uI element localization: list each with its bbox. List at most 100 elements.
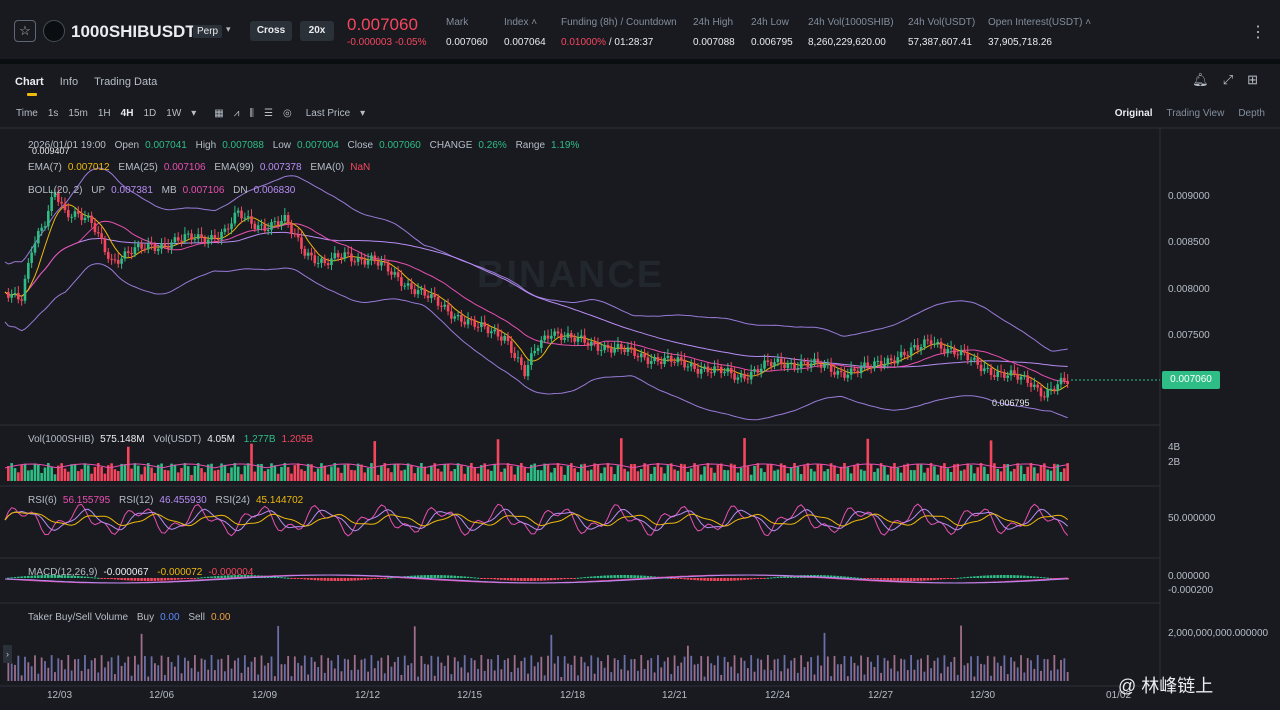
- target-icon[interactable]: ◎: [282, 108, 292, 119]
- interval-dropdown-icon[interactable]: ▾: [191, 108, 197, 119]
- macd-bar: [426, 575, 430, 578]
- taker-bar: [607, 655, 609, 681]
- macd-bar: [923, 578, 926, 581]
- candle-body: [896, 357, 900, 364]
- candle-body: [676, 357, 680, 363]
- taker-bar: [463, 655, 466, 681]
- taker-bar: [343, 658, 346, 681]
- taker-bar: [437, 656, 439, 681]
- leverage-button[interactable]: 20x: [300, 21, 334, 41]
- volume-bar: [873, 471, 876, 481]
- taker-bar: [1053, 655, 1056, 681]
- candle-body: [703, 366, 706, 370]
- candle-body: [863, 362, 866, 367]
- volume-bar: [183, 463, 187, 481]
- candle-body: [606, 344, 610, 349]
- taker-bar: [14, 664, 16, 681]
- candle-body: [266, 229, 270, 231]
- volume-bar: [739, 467, 743, 481]
- volume-bar: [370, 463, 373, 481]
- taker-bar: [806, 661, 809, 681]
- volume-bar: [533, 463, 536, 481]
- volume-bar: [153, 472, 157, 481]
- star-icon[interactable]: ☆: [14, 20, 36, 42]
- volume-bar: [426, 474, 430, 481]
- interval-1d[interactable]: 1D: [143, 108, 157, 119]
- candle-body: [480, 322, 483, 327]
- macd-bar: [223, 575, 227, 578]
- stat-open-interest[interactable]: Open Interest(USDT) ˄ 37,905,718.26: [988, 17, 1092, 48]
- macd-bar: [80, 576, 83, 578]
- volume-bar: [226, 473, 230, 481]
- margin-mode-button[interactable]: Cross: [250, 21, 292, 41]
- taker-bar: [1063, 658, 1066, 681]
- volume-bar: [853, 465, 856, 481]
- interval-1s[interactable]: 1s: [47, 108, 59, 119]
- candle-body: [50, 196, 53, 211]
- taker-bar: [623, 655, 626, 681]
- taker-bar: [550, 634, 553, 681]
- volume-bar: [163, 469, 167, 481]
- taker-bar: [427, 664, 429, 681]
- settings-icon[interactable]: ☰: [264, 108, 273, 119]
- candle-body: [253, 223, 257, 230]
- candle-body: [120, 258, 123, 264]
- candle-body: [27, 262, 30, 279]
- taker-bar: [1000, 665, 1002, 681]
- candle-body: [819, 363, 823, 368]
- interval-4h[interactable]: 4H: [120, 108, 134, 119]
- expand-icon[interactable]: ⤢: [1222, 72, 1234, 87]
- taker-bar: [577, 675, 579, 681]
- interval-1w[interactable]: 1W: [166, 108, 182, 119]
- tab-chart[interactable]: Chart: [15, 76, 44, 96]
- stat-index[interactable]: Index ˄ 0.007064: [504, 17, 546, 48]
- tab-trading-data[interactable]: Trading Data: [94, 76, 158, 88]
- price-type-select[interactable]: Last Price: [305, 108, 351, 119]
- macd-bar: [63, 575, 67, 578]
- candle-body: [566, 333, 570, 338]
- interval-1h[interactable]: 1H: [97, 108, 111, 119]
- volume-bar: [386, 468, 390, 481]
- tab-info[interactable]: Info: [59, 76, 79, 88]
- view-depth[interactable]: Depth: [1238, 108, 1265, 119]
- macd-bar: [713, 578, 716, 581]
- macd-bar: [376, 578, 380, 579]
- candle-body: [436, 297, 440, 306]
- price-type-dropdown-icon[interactable]: ▾: [360, 108, 366, 119]
- volume-bar: [7, 466, 10, 481]
- taker-bar: [753, 671, 756, 681]
- taker-bar: [303, 655, 306, 681]
- volume-bar: [330, 466, 333, 481]
- volume-bar: [380, 465, 383, 481]
- bell-icon[interactable]: 🔔︎: [1192, 72, 1209, 87]
- taker-bar: [1030, 660, 1032, 681]
- taker-bar: [936, 657, 939, 681]
- volume-bar: [986, 473, 990, 481]
- candle-body: [550, 335, 553, 339]
- symbol-title[interactable]: 1000SHIBUSDT: [71, 22, 196, 41]
- volume-bar: [686, 471, 690, 481]
- candlestick-chart[interactable]: [0, 64, 1280, 710]
- macd-bar: [356, 578, 360, 581]
- macd-bar: [533, 578, 536, 581]
- grid-icon[interactable]: ⊞: [1247, 72, 1258, 87]
- chevron-down-icon[interactable]: ▾: [226, 24, 231, 34]
- candle-body: [879, 360, 883, 367]
- candle-type-icon[interactable]: ⫼: [249, 108, 254, 119]
- view-trading-view[interactable]: Trading View: [1166, 108, 1225, 119]
- more-icon[interactable]: ⋮: [1250, 24, 1266, 41]
- volume-bar: [396, 463, 400, 481]
- macd-bar: [463, 576, 467, 578]
- candle-body: [300, 237, 303, 249]
- interval-15m[interactable]: 15m: [68, 108, 88, 119]
- taker-bar: [886, 660, 889, 681]
- calendar-icon[interactable]: ▦: [214, 108, 224, 119]
- indicator-icon[interactable]: ⩘: [233, 108, 240, 119]
- candle-body: [590, 341, 593, 346]
- candle-body: [346, 252, 350, 254]
- taker-bar: [670, 674, 673, 681]
- taker-bar: [813, 674, 816, 681]
- view-original[interactable]: Original: [1114, 108, 1153, 119]
- macd-bar: [873, 578, 876, 580]
- collapse-handle[interactable]: ›: [3, 645, 12, 663]
